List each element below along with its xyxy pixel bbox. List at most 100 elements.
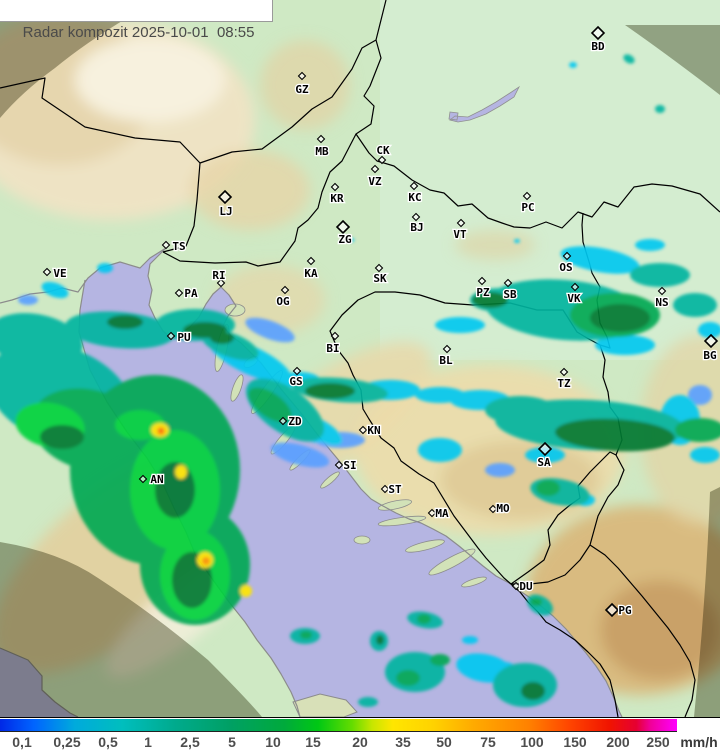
precip-blob-green [536,480,560,496]
station-diamond-tz [559,367,569,377]
legend-tick: 150 [563,734,587,750]
station-label-kn: KN [367,424,380,437]
station-label-pc: PC [521,201,534,214]
legend-tick: 100 [520,734,544,750]
gargano-peninsula [292,693,358,717]
station-diamond-kc [409,181,419,191]
station-label-gz: GZ [295,83,309,96]
precip-blob-green [396,670,420,686]
station-diamond-pu [166,331,176,341]
legend-tick: 0,25 [53,734,81,750]
station-diamond-sa [537,441,553,457]
station-label-kc: KC [408,191,421,204]
legend-unit: mm/h [680,734,718,750]
precip-blob-dark [590,304,650,332]
precip-blob-dark [376,635,384,645]
legend: mm/h 0,1 0,25 0,5 1 2,5 5 10 15 20 35 50 75 100 150 20… [0,717,720,751]
legend-tick: 10 [265,734,281,750]
precip-blob-green [417,614,431,624]
legend-tick: 35 [395,734,411,750]
station-diamond-bl [442,344,452,354]
station-label-ri: RI [212,269,225,282]
station-label-sk: SK [373,272,387,285]
precip-blob-orange [202,557,210,565]
legend-tick: 20 [352,734,368,750]
precip-blob-cyan [635,239,665,251]
precip-blob-green [430,654,450,666]
precip-blob-yellow [240,585,252,597]
station-diamond-lj [217,189,233,205]
precip-blob-teal [0,313,83,367]
coverage-shading [0,0,720,717]
station-diamond-pz [477,276,487,286]
station-diamond-ts [161,240,171,250]
precip-blob-cyan [418,438,462,462]
station-label-an: AN [150,473,163,486]
station-diamond-ka [306,256,316,266]
precip-blob-green [675,418,720,442]
station-diamond-vt [456,218,466,228]
station-diamond-os [562,251,572,261]
lake-balaton [448,85,521,123]
precip-blob-cyan [350,238,354,242]
precip-blob-cyan [514,239,520,243]
station-diamond-pa [174,288,184,298]
legend-tick: 250 [646,734,670,750]
precip-blob-fringe [18,295,38,305]
station-markers: BD GZ MB CK VZ KR KC PC LJ BJ ZG VT TS KA SK OS RI VE PA OG… [42,25,719,618]
precip-blob-cyan [569,62,577,68]
station-diamond-pc [522,191,532,201]
precip-blob-dark [555,418,675,452]
station-diamond-bg [703,333,719,349]
station-label-st: ST [388,483,402,496]
precip-blob-dark [305,383,355,399]
legend-tick: 75 [480,734,496,750]
precip-blob-cyan [698,322,720,338]
station-label-bg: BG [703,349,717,362]
station-label-vk: VK [567,292,581,305]
title-text: Radar kompozit 2025-10-01 08:55 [22,24,255,41]
station-diamond-sk [374,263,384,273]
station-diamond-zg [335,219,351,235]
station-label-ns: NS [655,296,668,309]
station-diamond-gz [297,71,307,81]
station-diamond-mb [316,134,326,144]
station-label-ve: VE [53,267,66,280]
station-label-zd: ZD [288,415,302,428]
station-label-bi: BI [326,342,339,355]
station-diamond-bj [411,212,421,222]
precip-blob-cyan [462,636,478,644]
precip-blob-teal [358,697,378,707]
station-diamond-ve [42,267,52,277]
legend-tick: 1 [144,734,152,750]
precip-blob-teal [673,293,717,317]
precip-blob-green [300,631,312,639]
station-diamond-kr [330,182,340,192]
station-label-lj: LJ [219,205,232,218]
precip-blob-green [248,387,292,423]
station-label-ck: CK [376,144,390,157]
precip-blob-fringe [688,385,712,405]
precip-blob-dark [521,682,545,700]
station-label-vz: VZ [368,175,382,188]
legend-tick: 15 [305,734,321,750]
station-diamond-zd [278,416,288,426]
radar-map: BD GZ MB CK VZ KR KC PC LJ BJ ZG VT TS KA SK OS RI VE PA OG… [0,0,720,717]
station-label-bd: BD [591,40,605,53]
station-label-mo: MO [496,502,510,515]
station-diamond-vz [370,164,380,174]
station-label-pa: PA [184,287,198,300]
legend-tick: 5 [228,734,236,750]
precip-blob-dark [107,315,143,329]
station-label-tz: TZ [557,377,571,390]
precip-blob-dark [40,425,84,449]
station-diamond-ri [216,278,226,288]
station-diamond-mo [488,504,498,514]
station-label-og: OG [276,295,290,308]
station-label-os: OS [559,261,572,274]
legend-tick: 2,5 [180,734,200,750]
station-diamond-an [138,474,148,484]
station-label-zg: ZG [338,233,352,246]
station-label-ma: MA [435,507,449,520]
